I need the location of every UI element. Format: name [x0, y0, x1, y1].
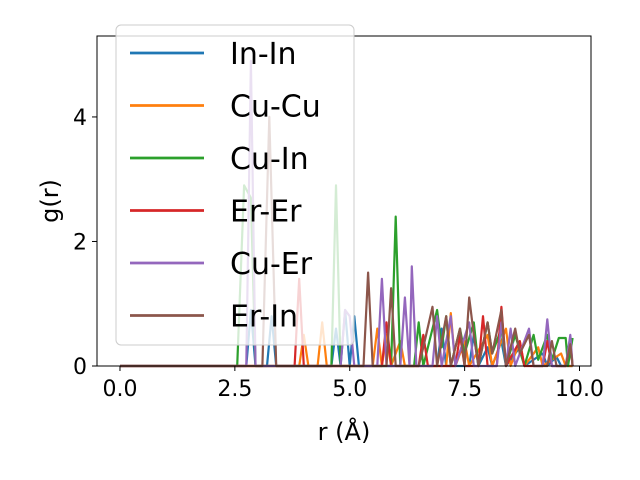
- legend-label-cu-cu: Cu-Cu: [230, 90, 321, 125]
- y-axis: 0 2 4: [73, 106, 97, 380]
- x-tick-label: 0.0: [102, 377, 137, 402]
- legend-label-cu-er: Cu-Er: [230, 247, 313, 282]
- x-tick-label: 7.5: [447, 377, 482, 402]
- legend-label-in-in: In-In: [230, 37, 297, 72]
- x-tick-label: 5.0: [332, 377, 367, 402]
- x-axis: 0.0 2.5 5.0 7.5 10.0: [102, 366, 604, 402]
- y-tick-label: 2: [73, 230, 87, 255]
- legend-label-er-er: Er-Er: [230, 195, 302, 230]
- legend: In-In Cu-Cu Cu-In Er-Er Cu-Er Er-In: [115, 24, 355, 346]
- y-axis-label: g(r): [36, 179, 64, 223]
- x-tick-label: 2.5: [217, 377, 252, 402]
- legend-label-cu-in: Cu-In: [230, 142, 309, 177]
- x-axis-label: r (Å): [318, 417, 371, 446]
- legend-label-er-in: Er-In: [230, 300, 298, 335]
- x-tick-label: 10.0: [555, 377, 604, 402]
- y-tick-label: 0: [73, 355, 87, 380]
- y-tick-label: 4: [73, 106, 87, 131]
- legend-box: [115, 24, 355, 346]
